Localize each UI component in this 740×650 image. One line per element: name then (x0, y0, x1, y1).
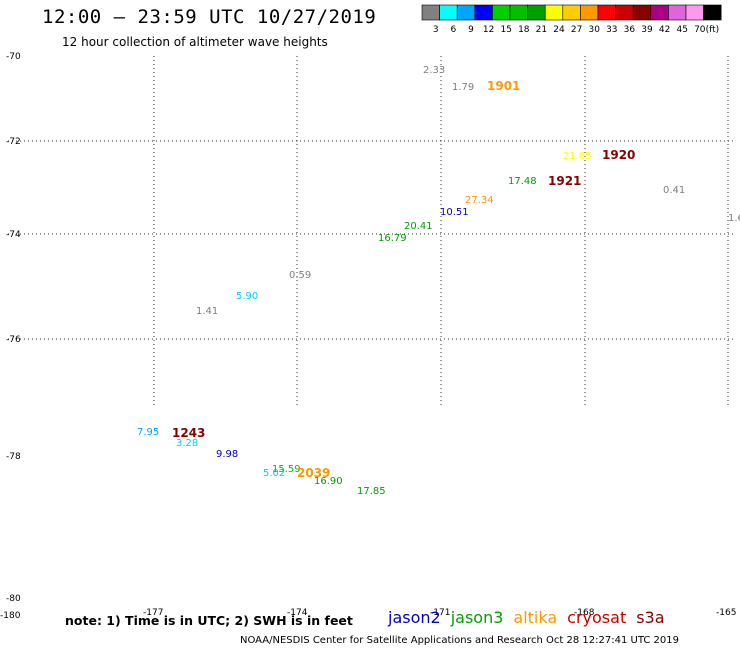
map-subtitle: 12 hour collection of altimeter wave hei… (62, 35, 328, 49)
map-title: 12:00 — 23:59 UTC 10/27/2019 (42, 6, 377, 28)
graticule-grid (8, 56, 736, 405)
satellite-altika: altika (513, 608, 558, 627)
longitude-label: -165 (716, 608, 736, 618)
color-swatch (703, 4, 722, 21)
pass-time-label: 2039 (297, 466, 330, 480)
wave-height-value: 0.59 (289, 270, 311, 281)
scale-label: 33 (606, 25, 617, 35)
latitude-label: -74 (6, 230, 21, 240)
wave-height-value: 10.51 (440, 207, 469, 218)
latitude-label: -76 (6, 335, 21, 345)
longitude-label: -180 (0, 611, 21, 621)
longitude-label: -168 (574, 608, 595, 618)
wave-height-value: 1.41 (196, 306, 218, 317)
scale-label: 12 (483, 25, 494, 35)
wave-height-value: 17.85 (357, 486, 386, 497)
scale-label: 24 (553, 25, 565, 35)
wave-height-value: 20.41 (404, 221, 433, 232)
units-note: note: 1) Time is in UTC; 2) SWH is in fe… (65, 613, 353, 628)
latitude-label: -78 (6, 452, 21, 462)
wave-height-value: 3.28 (176, 438, 198, 449)
scale-label: 39 (641, 25, 653, 35)
scale-label: 42 (659, 25, 670, 35)
wave-height-labels: 2.331.7921.650.4117.4827.3410.5120.4116.… (137, 65, 740, 497)
latitude-label: -72 (6, 137, 21, 147)
scale-label: 45 (676, 25, 687, 35)
satellite-s3a: s3a (636, 608, 665, 627)
color-scale-legend: 3 6 9 12 15 18 21 24 27 30 33 36 39 42 45 70 (ft) (421, 4, 722, 35)
scale-label: 9 (468, 25, 474, 35)
credit-line: NOAA/NESDIS Center for Satellite Applica… (240, 635, 679, 646)
wave-height-value: 17.48 (508, 176, 537, 187)
longitude-label: -174 (287, 608, 308, 618)
scale-label: 27 (571, 25, 582, 35)
longitude-label: -177 (143, 608, 163, 618)
wave-height-value: 7.95 (137, 427, 159, 438)
latitude-label: -80 (6, 594, 21, 604)
scale-label: 15 (500, 25, 511, 35)
pass-time-label: 1243 (172, 426, 205, 440)
wave-height-value: 16.79 (378, 233, 407, 244)
scale-label: 36 (624, 25, 636, 35)
scale-label: 6 (451, 25, 457, 35)
satellite-jason3: jason3 (450, 608, 504, 627)
satellite-jason2: jason2 (388, 608, 441, 627)
scale-label: 70 (694, 25, 706, 35)
longitude-label: -171 (430, 608, 450, 618)
satellite-cryosat: cryosat (567, 608, 627, 627)
pass-time-label: 1901 (487, 79, 520, 93)
pass-time-label: 1921 (548, 174, 581, 188)
wave-height-value: 0.41 (663, 185, 685, 196)
wave-height-value: 2.33 (423, 65, 445, 76)
wave-height-value: 5.02 (263, 468, 285, 479)
wave-height-value: 16.90 (314, 476, 343, 487)
wave-height-value: 1.79 (452, 82, 474, 93)
wave-height-value: 15.59 (272, 464, 301, 475)
scale-label: 18 (518, 25, 530, 35)
scale-label: 3 (433, 25, 439, 35)
scale-label: 30 (588, 25, 600, 35)
pass-time-labels: 1901 1920 1921 1243 2039 (172, 79, 635, 480)
satellite-legend: jason2 jason3 altika cryosat s3a (388, 608, 675, 627)
wave-height-value: 21.65 (563, 151, 592, 162)
pass-time-label: 1920 (602, 148, 635, 162)
graticule-labels: -70 -72 -74 -76 -78 -80 -180 -177 -174 -171 -168 -1… (0, 52, 736, 621)
wave-height-value: 27.34 (465, 195, 494, 206)
wave-height-value: 5.90 (236, 291, 258, 302)
scale-label: (ft) (706, 25, 720, 35)
wave-height-value: 1.6 (728, 213, 740, 224)
latitude-label: -70 (6, 52, 21, 62)
wave-height-value: 9.98 (216, 449, 238, 460)
scale-label: 21 (536, 25, 547, 35)
